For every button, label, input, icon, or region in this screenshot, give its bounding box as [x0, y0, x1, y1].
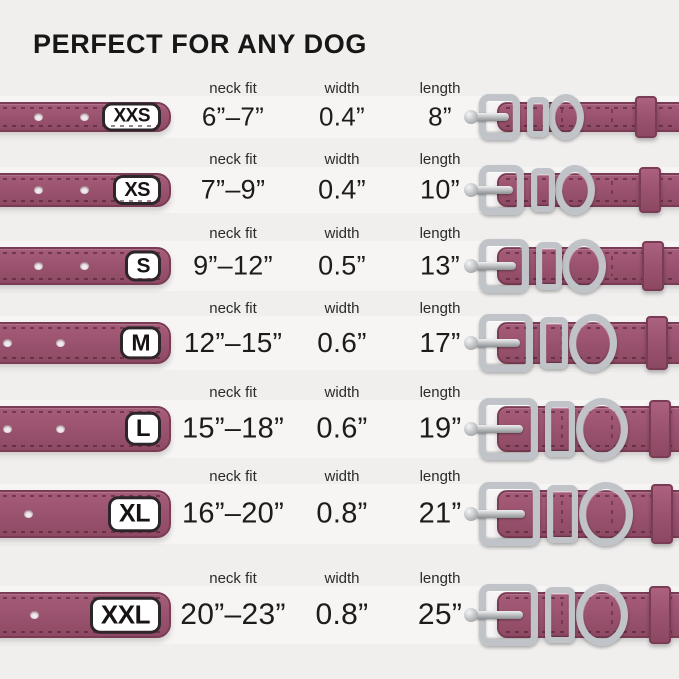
leather-keeper — [642, 241, 665, 291]
neck-fit-header: neck fit — [209, 384, 257, 401]
metal-keeper-icon — [546, 485, 579, 543]
neck-fit-header: neck fit — [209, 300, 257, 317]
width-header: width — [324, 151, 360, 168]
leather-keeper — [645, 316, 668, 370]
metal-keeper-icon — [544, 587, 575, 643]
length-value: 13” — [420, 250, 460, 281]
width-value: 0.6” — [317, 327, 367, 358]
buckle-prong-icon — [464, 110, 509, 124]
width-value: 0.4” — [318, 174, 366, 205]
length-value: 21” — [418, 497, 462, 530]
neck-fit-value: 15”–18” — [181, 412, 285, 445]
neck-fit-value: 12”–15” — [183, 327, 283, 358]
d-ring-icon — [547, 94, 584, 140]
collar-hole — [3, 339, 12, 347]
d-ring-icon — [575, 584, 628, 646]
buckle-prong-icon — [464, 336, 520, 350]
buckle-prong-icon — [463, 259, 517, 273]
d-ring-icon — [579, 482, 633, 546]
collar-hole — [3, 425, 12, 433]
collar-strap-tail: L — [0, 406, 171, 452]
width-value: 0.6” — [316, 412, 368, 445]
length-header: length — [419, 300, 461, 317]
neck-fit-header: neck fit — [209, 225, 257, 242]
leather-keeper — [635, 96, 657, 138]
size-badge: XXL — [89, 596, 161, 634]
width-header: width — [324, 300, 360, 317]
leather-keeper — [638, 167, 661, 213]
size-badge: XL — [108, 496, 161, 532]
collar-strap-tail: M — [0, 322, 171, 364]
d-ring-icon — [561, 239, 606, 293]
page-title: PERFECT FOR ANY DOG — [33, 29, 367, 59]
metal-keeper-icon — [540, 317, 569, 369]
width-header: width — [324, 384, 360, 401]
length-header: length — [419, 151, 461, 168]
size-badge: L — [124, 411, 161, 447]
collar-hole — [34, 186, 43, 194]
buckle-prong-icon — [464, 183, 513, 197]
buckle-prong-icon — [463, 422, 524, 436]
collar-hole — [34, 113, 43, 121]
size-badge: S — [125, 250, 161, 282]
collar-hole — [24, 510, 33, 518]
collar-hole — [80, 262, 89, 270]
leather-keeper — [649, 586, 672, 644]
collar-hole — [80, 186, 89, 194]
size-badge: M — [120, 326, 161, 360]
width-value: 0.8” — [315, 598, 369, 631]
width-header: width — [324, 80, 360, 97]
neck-fit-value: 6”–7” — [201, 101, 265, 132]
length-header: length — [419, 80, 461, 97]
size-badge: XS — [113, 175, 161, 205]
neck-fit-header: neck fit — [209, 80, 257, 97]
collar-hole — [80, 113, 89, 121]
neck-fit-header: neck fit — [209, 468, 257, 485]
collar-strap-tail: XXS — [0, 102, 171, 132]
d-ring-icon — [554, 165, 595, 215]
width-value: 0.4” — [318, 101, 366, 132]
length-value: 17” — [419, 327, 461, 358]
leather-keeper — [651, 484, 674, 544]
width-header: width — [324, 570, 360, 587]
width-value: 0.5” — [318, 250, 366, 281]
collar-hole — [30, 611, 39, 619]
metal-keeper-icon — [527, 97, 549, 137]
buckle-prong-icon — [463, 608, 524, 622]
collar-strap-tail: XXL — [0, 592, 171, 638]
buckle-prong-icon — [463, 507, 526, 521]
width-header: width — [324, 468, 360, 485]
neck-fit-header: neck fit — [209, 151, 257, 168]
length-header: length — [419, 570, 461, 587]
neck-fit-value: 16”–20” — [181, 497, 285, 530]
length-value: 25” — [417, 598, 463, 631]
collar-hole — [34, 262, 43, 270]
length-value: 19” — [418, 412, 462, 445]
neck-fit-value: 20”–23” — [180, 598, 286, 631]
metal-keeper-icon — [544, 401, 575, 457]
width-header: width — [324, 225, 360, 242]
leather-keeper — [649, 400, 672, 458]
collar-hole — [56, 339, 65, 347]
d-ring-icon — [568, 314, 617, 372]
collar-strap-tail: XS — [0, 173, 171, 207]
collar-hole — [56, 425, 65, 433]
neck-fit-value: 7”–9” — [200, 174, 266, 205]
length-header: length — [419, 468, 461, 485]
size-badge: XXS — [102, 102, 161, 132]
length-header: length — [419, 384, 461, 401]
metal-keeper-icon — [531, 168, 556, 212]
collar-strap-tail: XL — [0, 490, 171, 538]
neck-fit-value: 9”–12” — [193, 250, 273, 281]
width-value: 0.8” — [316, 497, 368, 530]
length-value: 8” — [428, 101, 452, 132]
d-ring-icon — [575, 398, 628, 460]
length-header: length — [419, 225, 461, 242]
length-value: 10” — [420, 174, 460, 205]
neck-fit-header: neck fit — [209, 570, 257, 587]
metal-keeper-icon — [535, 242, 562, 290]
collar-strap-tail: S — [0, 247, 171, 285]
